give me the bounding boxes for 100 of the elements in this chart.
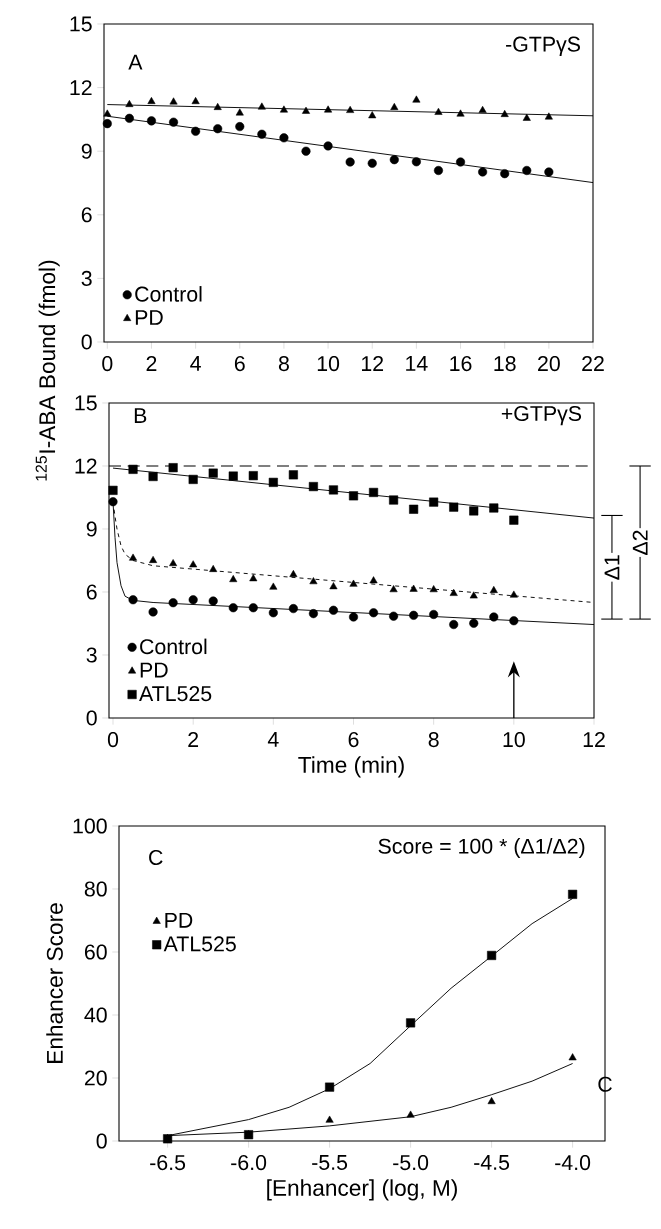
y-tick-label: 20	[84, 1070, 107, 1086]
point	[229, 575, 238, 583]
point	[412, 95, 421, 103]
text: Δ2	[632, 530, 648, 555]
point	[269, 582, 278, 590]
x-tick-label: 0	[107, 732, 119, 748]
point	[409, 610, 419, 620]
point	[235, 108, 244, 116]
y-tick-label: 12	[70, 80, 92, 96]
point	[329, 582, 338, 590]
point	[108, 485, 118, 495]
point	[257, 102, 266, 110]
point	[456, 109, 465, 117]
x-tick-label: 18	[494, 356, 516, 372]
point	[103, 109, 112, 117]
y-tick-label: 0	[86, 710, 97, 726]
point	[509, 616, 519, 626]
point	[406, 1110, 415, 1118]
x-tick-label: 14	[406, 356, 428, 371]
point	[489, 503, 499, 513]
x-tick-label: 2	[146, 356, 157, 371]
point	[249, 574, 258, 582]
point	[368, 111, 377, 119]
point	[509, 515, 519, 525]
point	[149, 555, 158, 563]
x-tick-label: 12	[583, 732, 605, 747]
point	[308, 482, 318, 492]
point	[568, 889, 578, 899]
point	[522, 113, 531, 121]
y-tick-label: 40	[84, 1007, 107, 1023]
point	[279, 105, 288, 113]
point	[469, 591, 478, 599]
point	[478, 105, 487, 113]
point	[302, 106, 310, 114]
point	[568, 1053, 577, 1061]
legend-label: Control	[135, 286, 202, 302]
legend-label: Control	[140, 638, 207, 655]
legend-label: ATL525	[163, 936, 236, 952]
x-tick-label: -4.5	[474, 1155, 510, 1170]
point	[208, 468, 218, 478]
legend-label: PD	[165, 912, 193, 928]
annotation: +GTPγS	[501, 405, 582, 426]
point	[449, 502, 459, 512]
x-tick-label: 2	[188, 732, 199, 747]
point	[102, 119, 112, 129]
x-tick-label: -5.5	[312, 1155, 348, 1170]
point	[389, 495, 399, 505]
point	[487, 950, 497, 960]
point	[129, 553, 138, 561]
point	[208, 596, 218, 606]
point	[389, 585, 398, 593]
annotation: C	[598, 1076, 612, 1092]
point	[544, 167, 554, 177]
point	[169, 97, 178, 105]
point	[489, 585, 498, 593]
legend-label: PD	[140, 662, 168, 678]
point	[213, 102, 222, 110]
point	[411, 157, 421, 167]
point	[509, 590, 518, 598]
point	[449, 620, 459, 630]
x-tick-label: 8	[278, 356, 289, 372]
point	[345, 157, 355, 167]
y-tick-label: 15	[70, 16, 92, 32]
x-tick-label: 22	[582, 356, 604, 371]
y-tick-label: 9	[81, 143, 92, 159]
y-tick-label: 0	[96, 1133, 107, 1149]
x-tick-label: 4	[267, 732, 279, 747]
point	[308, 609, 318, 619]
point	[188, 474, 198, 484]
point	[469, 506, 479, 516]
x-tick-label: 4	[190, 356, 201, 371]
annotation: Score = 100 * (Δ1/Δ2)	[378, 838, 585, 858]
point	[429, 497, 439, 507]
point	[409, 504, 419, 514]
y-axis-title: Enhancer Score	[46, 903, 63, 1063]
point	[323, 141, 333, 151]
point	[433, 165, 444, 176]
point	[191, 97, 200, 104]
y-tick-label: 0	[81, 334, 92, 350]
x-axis-title: Time (min)	[298, 756, 404, 778]
point	[544, 112, 553, 120]
x-tick-label: -6.0	[231, 1155, 267, 1171]
point	[409, 584, 418, 592]
point	[279, 133, 289, 143]
x-axis-title: [Enhancer] (log, M)	[267, 1179, 457, 1201]
point	[348, 612, 359, 622]
point	[248, 603, 258, 613]
point	[289, 570, 298, 577]
x-tick-label: -5.0	[393, 1155, 429, 1171]
point	[328, 605, 338, 615]
legend-label: ATL525	[139, 686, 212, 702]
x-tick-label: 6	[234, 356, 245, 372]
point	[189, 560, 198, 568]
point	[328, 485, 338, 495]
point	[148, 471, 158, 482]
point	[324, 105, 333, 113]
point	[449, 588, 458, 596]
y-tick-label: 100	[73, 818, 107, 834]
point	[128, 464, 138, 474]
point	[124, 113, 134, 123]
